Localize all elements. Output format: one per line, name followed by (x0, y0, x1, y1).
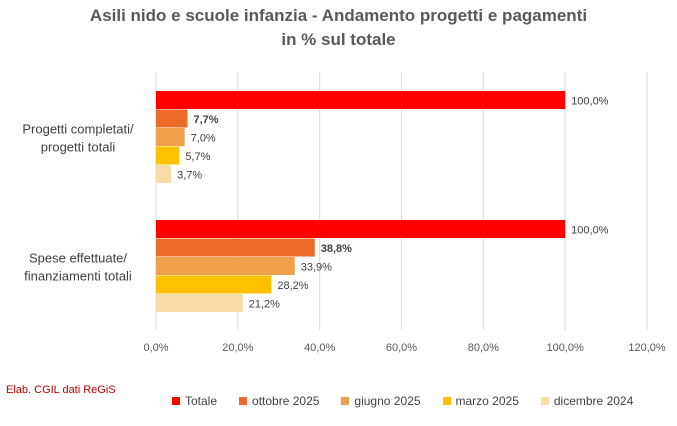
legend-swatch (239, 397, 248, 405)
legend-item: giugno 2025 (341, 394, 421, 408)
data-label: 100,0% (571, 95, 609, 107)
data-label: 100,0% (571, 224, 609, 236)
legend-item: Totale (172, 394, 217, 408)
legend-swatch (540, 397, 549, 405)
y-category-label: Progetti completati/ (22, 121, 134, 136)
legend: Totale ottobre 2025 giugno 2025 marzo 2025 d… (172, 394, 633, 408)
bar (156, 220, 566, 238)
x-tick-label: 80,0% (468, 342, 499, 354)
bar (156, 275, 272, 294)
legend-label: dicembre 2024 (553, 394, 634, 408)
bar (156, 294, 243, 312)
source-note: Elab. CGIL dati ReGiS (6, 384, 116, 396)
legend-label: Totale (185, 394, 218, 408)
legend-label: marzo 2025 (455, 394, 519, 408)
x-tick-label: 0,0% (143, 342, 168, 354)
bar (156, 128, 185, 146)
legend-label: ottobre 2025 (252, 394, 320, 408)
bar (156, 146, 180, 165)
legend-item: ottobre 2025 (239, 394, 319, 408)
x-tick-label: 20,0% (222, 342, 253, 354)
data-label: 21,2% (249, 298, 280, 310)
data-label: 3,7% (177, 169, 202, 181)
x-tick-label: 60,0% (386, 342, 417, 354)
legend-item: dicembre 2024 (540, 394, 634, 408)
bar (156, 91, 566, 109)
y-category-label: finanziamenti totali (24, 268, 132, 283)
bar (156, 257, 295, 275)
data-label: 33,9% (301, 261, 332, 273)
data-label: 7,7% (194, 114, 219, 126)
legend-label: giugno 2025 (354, 394, 421, 408)
bar (156, 109, 188, 128)
data-label: 5,7% (185, 151, 210, 163)
x-tick-label: 100,0% (547, 342, 585, 354)
bar (156, 238, 315, 257)
data-label: 28,2% (277, 280, 308, 292)
x-tick-label: 120,0% (628, 342, 666, 354)
data-label: 7,0% (191, 132, 216, 144)
y-category-label: progetti totali (41, 139, 116, 154)
bar (156, 165, 172, 183)
x-tick-label: 40,0% (304, 342, 335, 354)
data-label: 38,8% (321, 243, 352, 255)
y-category-label: Spese effettuate/ (29, 250, 127, 265)
chart-title: Asili nido e scuole infanzia - Andamento… (89, 6, 588, 25)
legend-swatch (442, 397, 451, 405)
chart-subtitle: in % sul totale (281, 30, 396, 49)
legend-item: marzo 2025 (442, 394, 519, 408)
legend-swatch (341, 397, 350, 405)
legend-swatch (172, 397, 180, 405)
